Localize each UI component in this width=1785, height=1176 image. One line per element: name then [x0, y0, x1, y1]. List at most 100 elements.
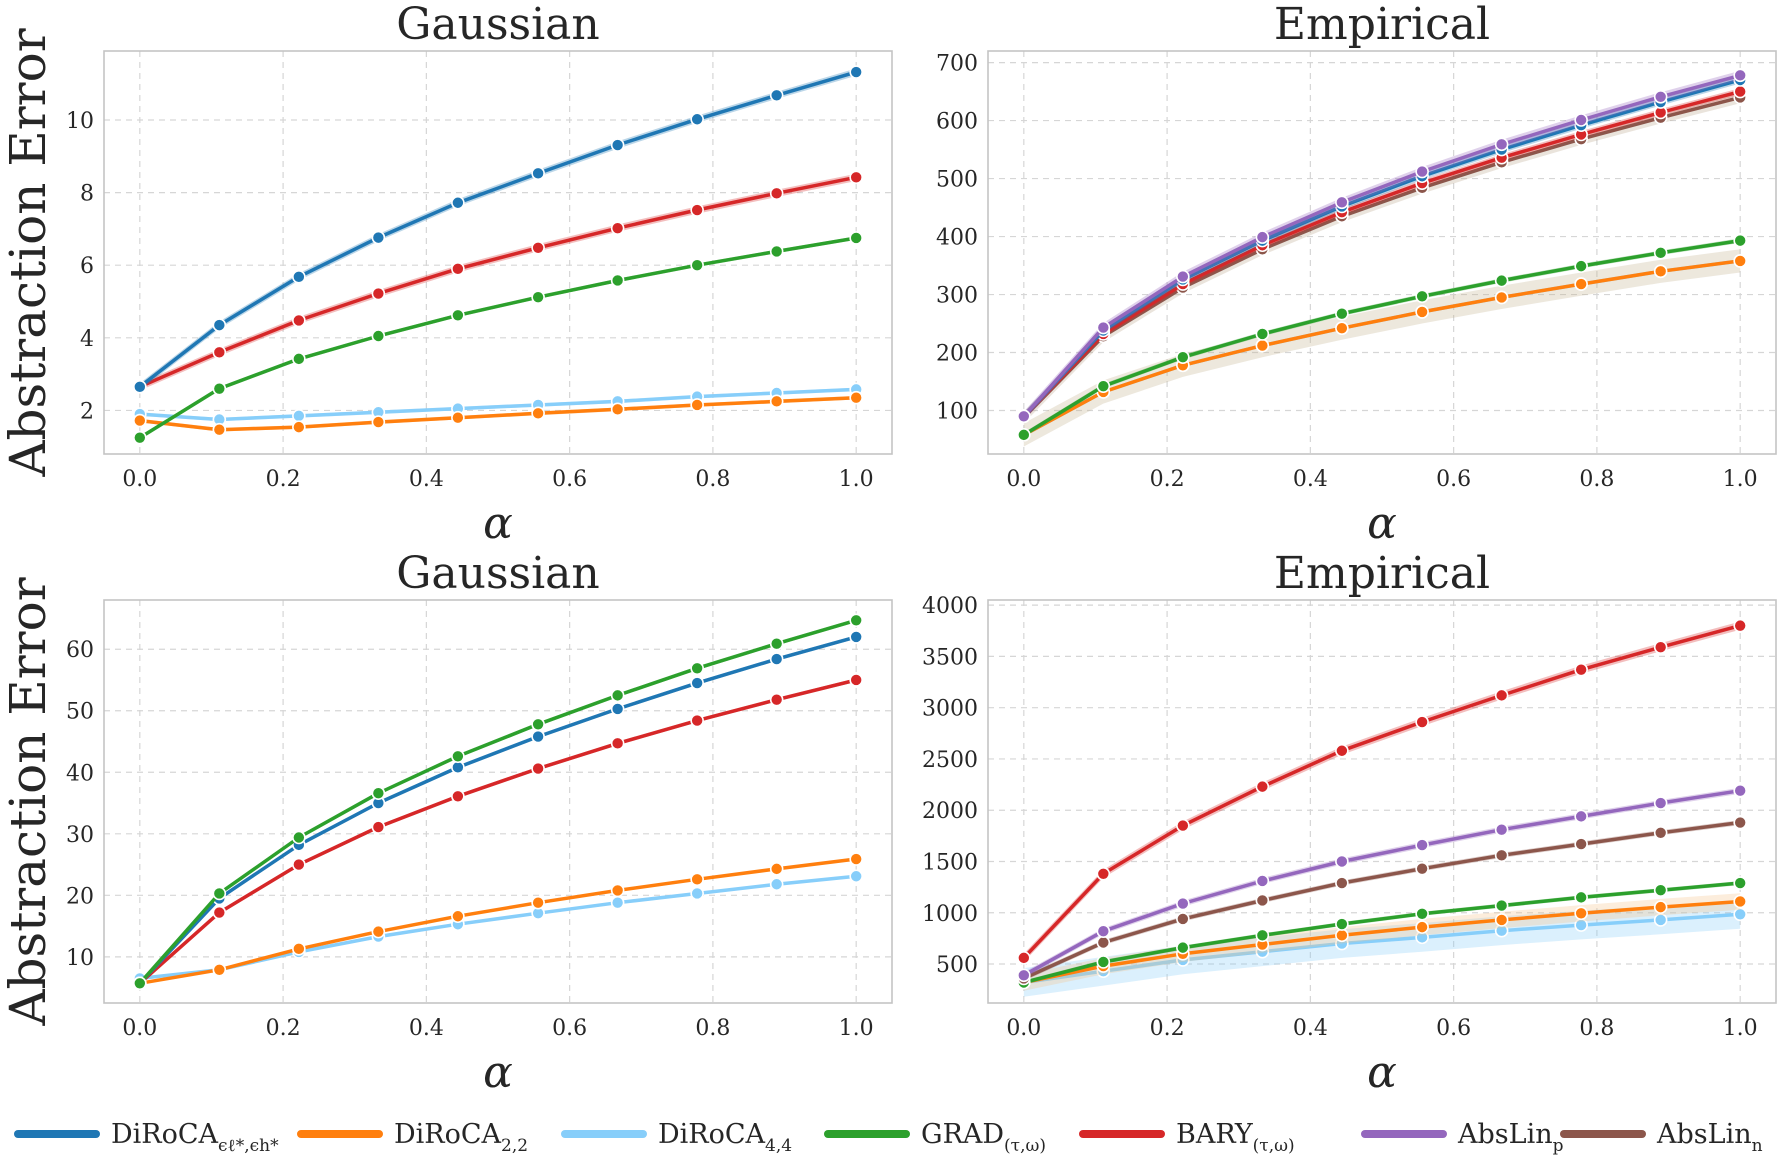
- confidence-band: [1023, 88, 1741, 420]
- data-point: [849, 65, 863, 79]
- confidence-band: [139, 618, 857, 986]
- x-tick-label: 0.6: [1436, 467, 1471, 492]
- series-bary: [1017, 84, 1747, 424]
- y-tick-label: 40: [66, 761, 94, 786]
- data-point: [1017, 409, 1031, 424]
- x-tick-label: 0.2: [1150, 467, 1185, 492]
- legend-subscript: 2,2: [501, 1136, 528, 1156]
- data-point: [212, 345, 227, 360]
- data-point: [371, 329, 386, 343]
- series-bary: [1017, 618, 1747, 965]
- series-line: [1022, 78, 1741, 418]
- data-point: [212, 905, 227, 920]
- y-tick-label: 600: [936, 110, 978, 135]
- data-point: [1096, 955, 1111, 969]
- data-point: [1733, 84, 1747, 99]
- y-tick-label: 500: [936, 953, 978, 978]
- x-tick-label: 1.0: [839, 1016, 874, 1041]
- data-point: [292, 409, 306, 423]
- data-point: [1653, 900, 1668, 914]
- data-point: [531, 717, 545, 732]
- data-point: [1494, 848, 1509, 863]
- y-tick-label: 60: [66, 638, 94, 663]
- data-point: [451, 909, 465, 924]
- x-tick-label: 0.8: [1579, 1016, 1614, 1041]
- series-line: [138, 618, 857, 985]
- series-line: [138, 678, 857, 985]
- data-point: [769, 636, 784, 651]
- y-tick-label: 2: [80, 399, 94, 424]
- panel-title: Gaussian: [396, 0, 600, 50]
- confidence-band: [139, 173, 857, 391]
- data-point: [1255, 230, 1270, 244]
- data-point: [1176, 818, 1190, 833]
- y-tick-label: 3500: [922, 645, 978, 670]
- data-point: [1494, 898, 1509, 913]
- series-line: [1022, 73, 1741, 418]
- y-tick-label: 1000: [922, 902, 978, 927]
- confidence-band: [1023, 881, 1741, 985]
- data-point: [451, 410, 465, 425]
- data-point: [1415, 715, 1429, 729]
- legend: DiRoCAϵℓ*,ϵh* DiRoCA2,2 DiRoCA4,4 GRAD(τ,ω)…: [14, 1119, 1763, 1156]
- y-tick-label: 8: [80, 182, 94, 207]
- data-point: [690, 676, 704, 690]
- data-point: [531, 761, 545, 776]
- data-point: [1574, 837, 1588, 851]
- panel-1: 0.0 0.2 0.4 0.6 0.8 1.0 2 4 6 8 10 Gaussian α Abstrac…: [0, 0, 893, 549]
- x-tick-label: 0.2: [266, 1016, 301, 1041]
- data-point: [690, 203, 704, 217]
- data-point: [451, 195, 465, 210]
- data-point: [610, 221, 625, 235]
- data-point: [371, 286, 386, 301]
- data-point: [849, 613, 863, 628]
- data-point: [769, 862, 784, 876]
- data-point: [1494, 273, 1509, 288]
- confidence-band: [139, 635, 857, 986]
- legend-subscript: n: [1752, 1136, 1763, 1156]
- data-point: [1415, 838, 1429, 852]
- series-grad: [133, 231, 863, 445]
- series-abslin_p: [1017, 68, 1747, 424]
- data-point: [1574, 277, 1588, 291]
- data-point: [610, 138, 625, 152]
- x-tick-label: 0.2: [266, 467, 301, 492]
- data-point: [1335, 195, 1349, 210]
- panel-title: Gaussian: [396, 548, 600, 599]
- data-point: [371, 786, 386, 800]
- plot-frame: [103, 599, 893, 1004]
- data-point: [769, 877, 784, 892]
- data-point: [371, 230, 386, 245]
- data-point: [610, 702, 625, 716]
- data-point: [769, 88, 784, 103]
- x-tick-label: 0.4: [1293, 1016, 1328, 1041]
- series-line: [1023, 912, 1741, 985]
- data-point: [292, 352, 306, 366]
- data-point: [133, 413, 147, 428]
- data-point: [1574, 259, 1588, 273]
- legend-entry-bary: BARY(τ,ω): [1079, 1119, 1295, 1156]
- data-point: [1733, 254, 1747, 268]
- data-point: [1017, 968, 1031, 983]
- data-point: [610, 688, 625, 703]
- legend-entry-abslin_n: AbsLinn: [1560, 1119, 1763, 1156]
- data-point: [1096, 924, 1111, 939]
- plot-frame: [103, 50, 893, 455]
- y-tick-label: 700: [936, 52, 978, 77]
- series-grad: [133, 613, 863, 991]
- data-point: [1176, 912, 1190, 926]
- x-tick-label: 0.0: [1006, 467, 1041, 492]
- x-axis-label: α: [483, 1047, 513, 1098]
- data-point: [451, 749, 465, 764]
- x-tick-label: 0.2: [1150, 1016, 1185, 1041]
- data-point: [1255, 928, 1270, 943]
- data-point: [212, 962, 227, 977]
- data-point: [1653, 796, 1668, 810]
- data-point: [1494, 913, 1509, 927]
- data-point: [1255, 779, 1270, 794]
- legend-label: AbsLinn: [1656, 1119, 1763, 1156]
- data-point: [1733, 783, 1747, 798]
- panel-title: Empirical: [1274, 0, 1490, 50]
- data-point: [1733, 68, 1747, 83]
